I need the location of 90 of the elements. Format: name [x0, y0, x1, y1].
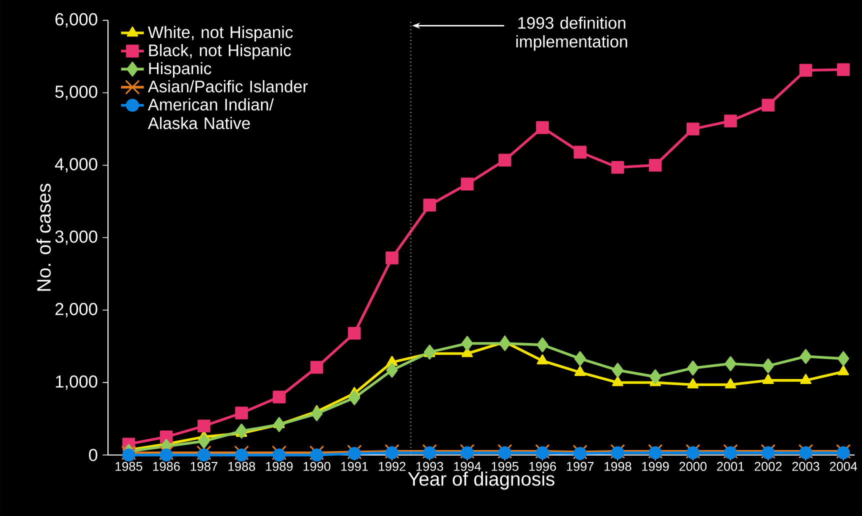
point	[574, 351, 586, 366]
x-axis-title: Year of diagnosis	[408, 472, 554, 490]
point	[574, 146, 586, 159]
point	[309, 445, 324, 460]
point	[612, 362, 624, 378]
point	[612, 376, 624, 386]
point	[536, 121, 549, 134]
x-tick-label: 1986	[153, 462, 180, 471]
point	[310, 360, 324, 374]
x-tick-label: 1994	[454, 462, 481, 471]
y-tick-label: 6,000	[55, 13, 98, 28]
x-tick-label: 1987	[190, 462, 218, 471]
x-tick-label: 1992	[378, 462, 406, 471]
point	[762, 98, 775, 112]
point	[272, 445, 287, 460]
point	[687, 360, 699, 376]
point	[272, 390, 286, 404]
point	[724, 356, 736, 372]
y-tick-label: 0	[89, 448, 98, 462]
x-tick-label: 1988	[228, 462, 256, 471]
point	[686, 122, 700, 136]
point	[836, 63, 850, 76]
x-tick-label: 1998	[604, 462, 632, 471]
point	[838, 351, 850, 366]
point	[198, 434, 210, 449]
point	[648, 158, 662, 172]
point	[348, 390, 360, 406]
legend-label: Black, not Hispanic	[149, 44, 291, 60]
point	[799, 64, 812, 77]
y-tick-label: 2,000	[55, 302, 98, 318]
point	[461, 336, 474, 351]
x-tick-label: 2002	[754, 462, 782, 471]
point	[197, 448, 210, 462]
point	[536, 337, 548, 352]
legend-label: White, not Hispanic	[148, 26, 293, 42]
legend-label: American Indian/ Alaska Native	[148, 98, 274, 130]
point	[310, 448, 324, 462]
point	[800, 374, 812, 384]
point	[611, 160, 624, 174]
point	[236, 424, 248, 439]
point	[499, 336, 511, 351]
point	[348, 326, 361, 340]
point	[273, 417, 285, 432]
point	[198, 420, 210, 432]
y-tick-label: 4,000	[54, 158, 98, 172]
x-tick-label: 1989	[266, 462, 293, 471]
x-tick-label: 2004	[830, 462, 858, 471]
legend-label: Asian/Pacific Islander	[148, 80, 308, 92]
point	[272, 448, 286, 462]
point	[460, 178, 474, 190]
x-tick-label: 1999	[642, 462, 669, 471]
y-tick-label: 5,000	[55, 86, 98, 100]
point	[424, 344, 436, 360]
point	[234, 445, 249, 460]
point	[235, 406, 248, 420]
point	[386, 362, 398, 378]
point	[762, 374, 774, 384]
point	[724, 114, 737, 128]
x-tick-label: 2000	[679, 462, 707, 471]
point	[762, 358, 774, 374]
point	[536, 354, 548, 364]
x-tick-label: 2001	[717, 462, 744, 471]
y-tick-label: 3,000	[55, 230, 98, 245]
point	[310, 406, 323, 422]
x-tick-label: 1996	[529, 462, 556, 471]
point	[650, 369, 662, 384]
point	[122, 448, 136, 462]
x-tick-label: 1990	[304, 462, 330, 471]
y-axis-title: No. of cases	[36, 184, 51, 291]
point	[160, 448, 173, 462]
x-tick-label: 1995	[492, 462, 518, 471]
point	[687, 378, 699, 388]
point	[838, 365, 850, 376]
point	[386, 252, 398, 264]
point	[235, 448, 248, 462]
point	[800, 349, 812, 364]
ref-line-label: 1993 definition implementation	[516, 16, 628, 51]
point	[498, 154, 512, 167]
point	[158, 445, 174, 460]
point	[724, 378, 736, 388]
point	[574, 366, 586, 376]
legend-label: Hispanic	[149, 62, 212, 78]
y-tick-label: 1,000	[56, 375, 98, 390]
x-tick-label: 1985	[116, 462, 142, 471]
x-tick-label: 1993	[416, 462, 444, 471]
point	[423, 198, 436, 212]
x-tick-label: 1991	[341, 462, 368, 471]
x-tick-label: 1997	[566, 462, 594, 471]
point	[196, 445, 212, 460]
x-tick-label: 2003	[792, 462, 820, 471]
